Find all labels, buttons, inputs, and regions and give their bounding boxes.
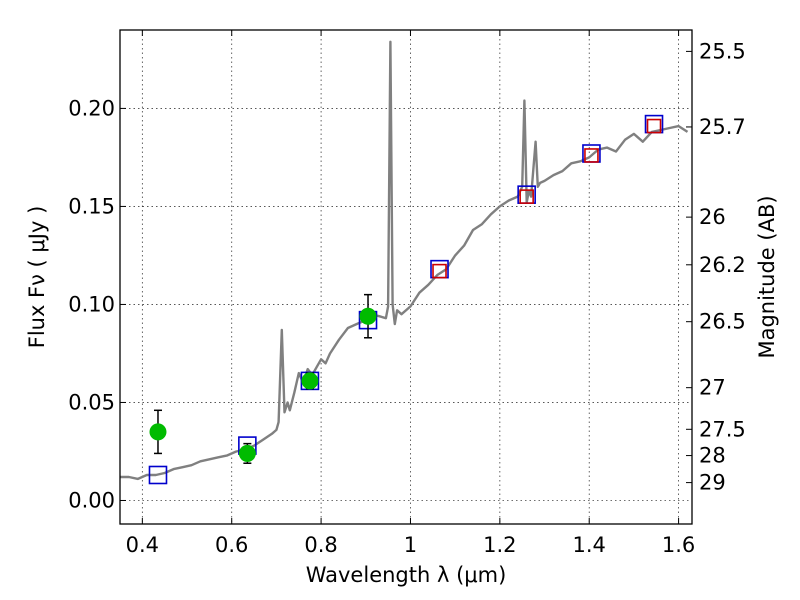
y-tick-label: 0.15 xyxy=(68,194,115,218)
mag-tick-label: 27 xyxy=(699,376,726,400)
y-axis-title: Flux Fν ( μJy ) xyxy=(25,206,49,349)
x-tick-label: 0.8 xyxy=(304,533,337,557)
x-tick-label: 0.6 xyxy=(215,533,248,557)
x-tick-label: 1 xyxy=(404,533,417,557)
mag-tick-label: 27.5 xyxy=(699,417,746,441)
photometry-point xyxy=(238,444,256,462)
mag-tick-label: 26.2 xyxy=(699,253,746,277)
x-tick-label: 0.4 xyxy=(126,533,159,557)
axis-ticks: 0.4 0.6 0.8 1 1.2 1.4 1.6 0.00 0.05 0.10 0.15 0.20 2… xyxy=(68,30,746,557)
plot-area xyxy=(120,40,689,485)
mag-tick-label: 28 xyxy=(699,444,726,468)
plot-frame xyxy=(119,29,693,525)
photometry-point xyxy=(301,372,319,390)
y-tick-label: 0.00 xyxy=(68,488,115,512)
mag-tick-label: 25.7 xyxy=(699,115,746,139)
square-marker xyxy=(148,465,168,485)
mag-tick-label: 26.5 xyxy=(699,310,746,334)
mag-tick-label: 29 xyxy=(699,471,726,495)
grid-lines xyxy=(120,30,692,524)
y-tick-label: 0.10 xyxy=(68,292,115,316)
x-axis-title: Wavelength λ (μm) xyxy=(306,563,507,587)
y-tick-label: 0.20 xyxy=(68,96,115,120)
y-axis-right-title: Magnitude (AB) xyxy=(755,195,779,358)
square-marker xyxy=(519,189,534,204)
x-tick-label: 1.4 xyxy=(573,533,606,557)
x-tick-label: 1.2 xyxy=(483,533,516,557)
x-tick-label: 1.6 xyxy=(662,533,695,557)
spectrum-line xyxy=(120,40,689,481)
photometry-point xyxy=(149,423,167,441)
square-marker xyxy=(646,118,662,134)
mag-tick-label: 25.5 xyxy=(699,39,746,63)
mag-tick-label: 26 xyxy=(699,205,726,229)
square-marker xyxy=(432,263,447,279)
photometry-point xyxy=(359,307,377,325)
y-tick-label: 0.05 xyxy=(68,390,115,414)
square-marker xyxy=(584,148,599,163)
